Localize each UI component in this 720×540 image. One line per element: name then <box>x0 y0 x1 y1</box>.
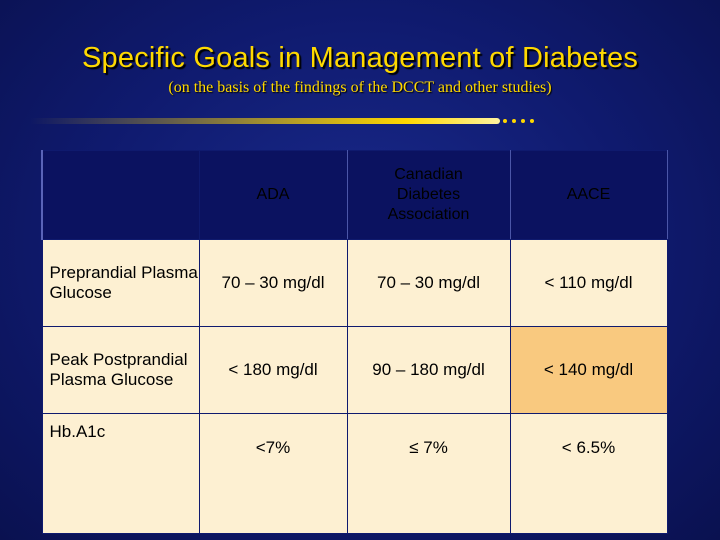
row-label: Preprandial Plasma Glucose <box>41 239 200 327</box>
goals-table: ADA Canadian Diabetes Association AACE P… <box>41 150 668 534</box>
cell-ada: 70 – 30 mg/dl <box>198 239 348 327</box>
cell-ada: < 180 mg/dl <box>198 326 348 414</box>
cell-cda: ≤ 7% <box>346 413 511 534</box>
header-ada: ADA <box>198 150 348 240</box>
dot-icon <box>503 119 507 123</box>
cell-cda: 70 – 30 mg/dl <box>346 239 511 327</box>
dot-icon <box>521 119 525 123</box>
cell-aace: < 6.5% <box>509 413 668 534</box>
dot-icon <box>512 119 516 123</box>
row-label: Peak Postprandial Plasma Glucose <box>41 326 200 414</box>
cell-aace: < 140 mg/dl <box>509 326 668 414</box>
header-corner <box>41 150 200 240</box>
cell-cda: 90 – 180 mg/dl <box>346 326 511 414</box>
header-cda: Canadian Diabetes Association <box>346 150 511 240</box>
slide-subtitle: (on the basis of the findings of the DCC… <box>168 79 552 96</box>
cell-ada: <7% <box>198 413 348 534</box>
table-row: Hb.A1c <7% ≤ 7% < 6.5% <box>41 413 668 534</box>
cell-aace: < 110 mg/dl <box>509 239 668 327</box>
header-cda-label: Canadian Diabetes Association <box>387 166 470 223</box>
table-header-row: ADA Canadian Diabetes Association AACE <box>41 150 668 240</box>
table-row: Preprandial Plasma Glucose 70 – 30 mg/dl… <box>41 239 668 327</box>
slide-title: Specific Goals in Management of Diabetes <box>81 42 639 74</box>
row-label: Hb.A1c <box>41 413 200 534</box>
decorative-rule <box>30 118 500 124</box>
header-aace: AACE <box>509 150 668 240</box>
dot-icon <box>530 119 534 123</box>
table-row: Peak Postprandial Plasma Glucose < 180 m… <box>41 326 668 414</box>
